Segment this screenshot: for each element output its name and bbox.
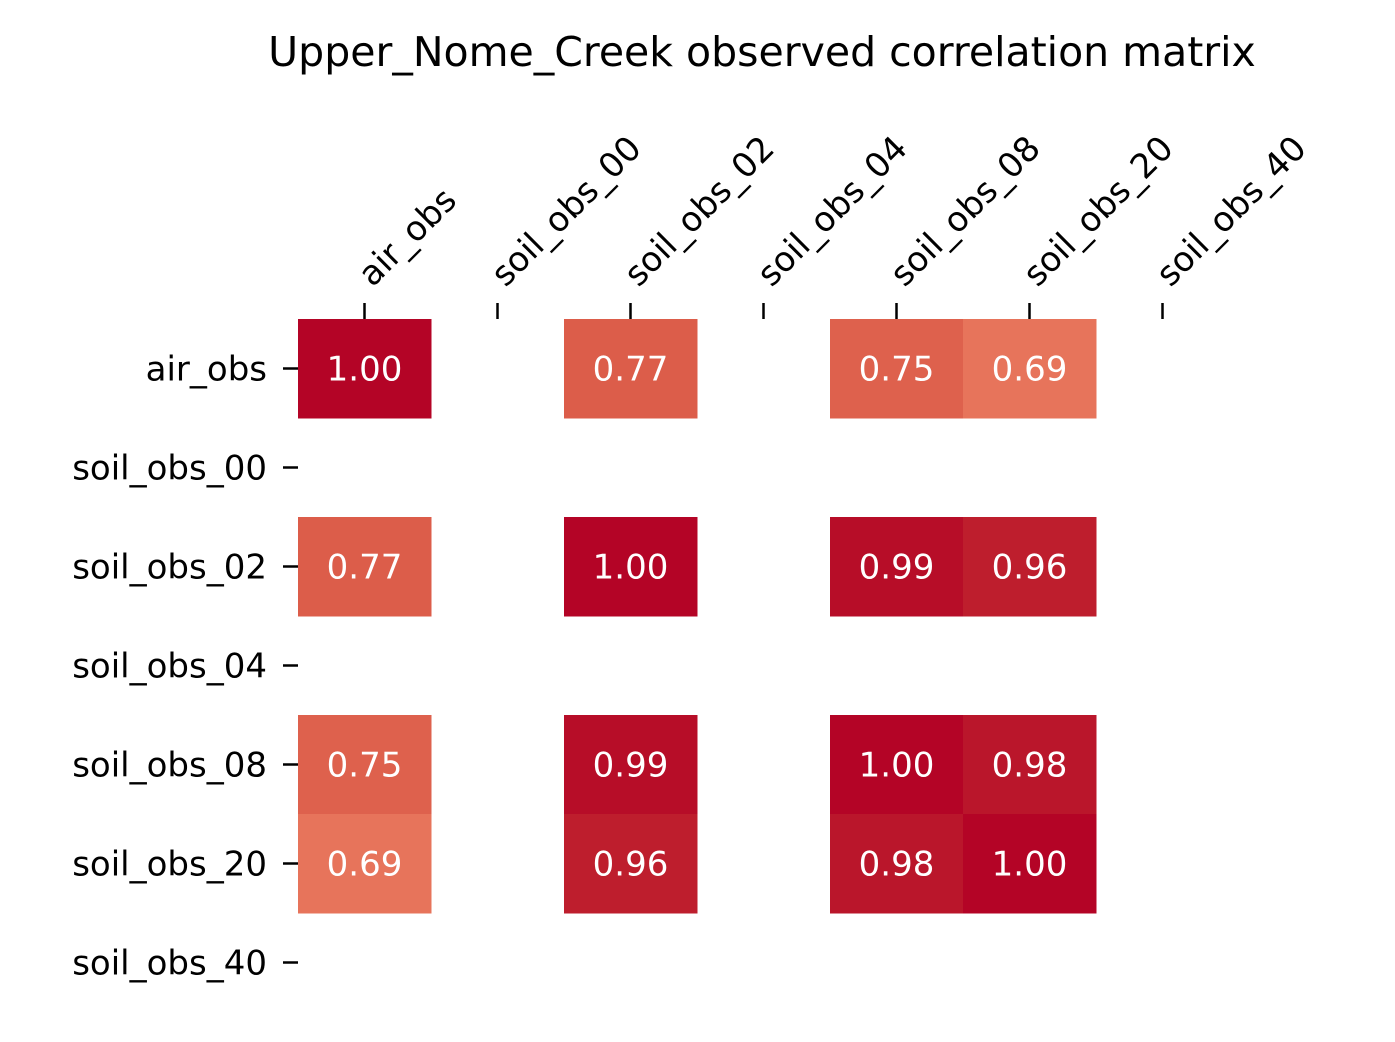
cell-label-soil-obs-08-soil-obs-08: 1.00 (859, 746, 935, 786)
heatmap-cell-soil-obs-08-air-obs (298, 715, 432, 815)
y-tick-label-soil-obs-02: soil_obs_02 (72, 548, 267, 588)
y-tick-label-air-obs: air_obs (146, 350, 267, 390)
heatmap-cell-air-obs-soil-obs-02 (564, 319, 698, 419)
cell-label-soil-obs-02-air-obs: 0.77 (327, 548, 403, 588)
heatmap-cell-air-obs-soil-obs-08 (830, 319, 964, 419)
y-tick-label-soil-obs-40: soil_obs_40 (72, 944, 267, 984)
heatmap-cell-soil-obs-02-soil-obs-08 (830, 517, 964, 617)
cell-label-air-obs-soil-obs-08: 0.75 (859, 350, 935, 390)
cell-label-soil-obs-20-soil-obs-02: 0.96 (593, 845, 669, 885)
y-tick-label-soil-obs-08: soil_obs_08 (72, 746, 267, 786)
heatmap-cell-soil-obs-20-soil-obs-08 (830, 814, 964, 914)
y-tick-label-soil-obs-20: soil_obs_20 (72, 845, 267, 885)
heatmap-cell-soil-obs-20-soil-obs-20 (963, 814, 1097, 914)
heatmap-cell-soil-obs-08-soil-obs-20 (963, 715, 1097, 815)
y-tick-label-soil-obs-00: soil_obs_00 (72, 449, 267, 489)
cell-label-soil-obs-02-soil-obs-02: 1.00 (593, 548, 669, 588)
cell-label-soil-obs-08-soil-obs-20: 0.98 (992, 746, 1068, 786)
heatmap-cell-soil-obs-20-air-obs (298, 814, 432, 914)
heatmap-cell-soil-obs-20-soil-obs-02 (564, 814, 698, 914)
cell-label-soil-obs-02-soil-obs-20: 0.96 (992, 548, 1068, 588)
cell-label-soil-obs-02-soil-obs-08: 0.99 (859, 548, 935, 588)
heatmap-cell-air-obs-soil-obs-20 (963, 319, 1097, 419)
heatmap-cell-air-obs-air-obs (298, 319, 432, 419)
cell-label-soil-obs-08-soil-obs-02: 0.99 (593, 746, 669, 786)
y-axis-left: air_obs soil_obs_00 soil_obs_02 soil_obs_04… (72, 350, 298, 984)
cell-label-air-obs-soil-obs-20: 0.69 (992, 350, 1068, 390)
cell-label-soil-obs-20-soil-obs-08: 0.98 (859, 845, 935, 885)
heatmap-cell-soil-obs-08-soil-obs-08 (830, 715, 964, 815)
cell-label-soil-obs-20-soil-obs-20: 1.00 (992, 845, 1068, 885)
y-tick-label-soil-obs-04: soil_obs_04 (72, 647, 267, 687)
cell-label-air-obs-air-obs: 1.00 (327, 350, 403, 390)
cell-label-soil-obs-20-air-obs: 0.69 (327, 845, 403, 885)
cell-label-air-obs-soil-obs-02: 0.77 (593, 350, 669, 390)
cell-label-soil-obs-08-air-obs: 0.75 (327, 746, 403, 786)
heatmap-cell-soil-obs-02-soil-obs-02 (564, 517, 698, 617)
chart-title: Upper_Nome_Creek observed correlation ma… (268, 28, 1256, 76)
x-tick-label-air-obs: air_obs (351, 180, 465, 294)
heatmap-cell-soil-obs-02-soil-obs-20 (963, 517, 1097, 617)
heatmap-cell-soil-obs-02-air-obs (298, 517, 432, 617)
heatmap-cell-soil-obs-08-soil-obs-02 (564, 715, 698, 815)
heatmap-cells (298, 319, 1097, 914)
heatmap-cell-labels: 1.00 0.77 0.75 0.69 0.77 1.00 0.99 0.96 0.75 0.99… (327, 350, 1068, 885)
x-axis-top: air_obs soil_obs_00soil_obs_02soil_obs_04… (351, 128, 1315, 319)
